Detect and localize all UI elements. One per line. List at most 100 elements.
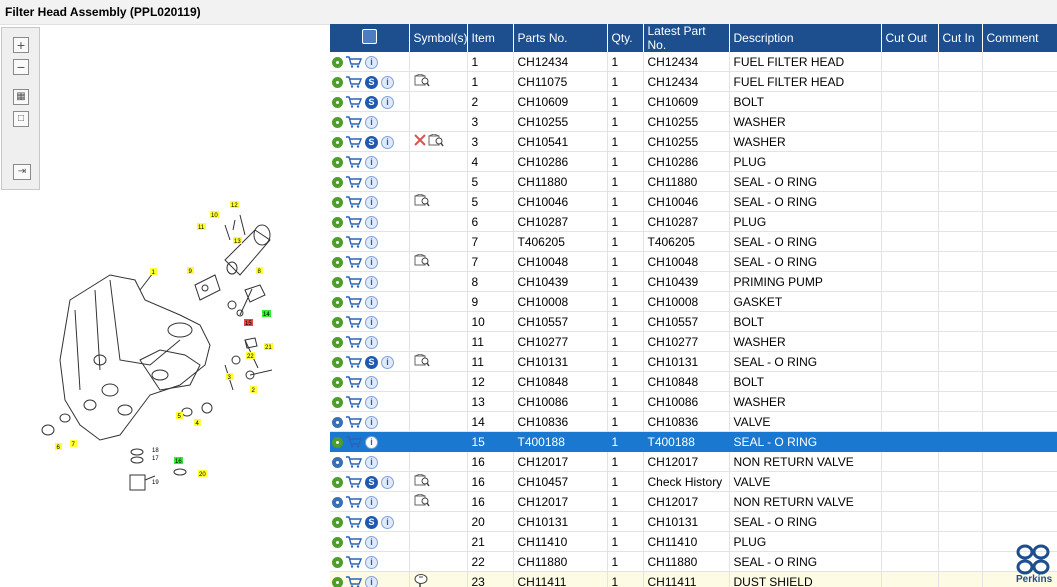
cart-icon[interactable]: [346, 416, 362, 428]
header-description[interactable]: Description: [729, 24, 882, 52]
supersession-icon[interactable]: S: [365, 475, 378, 489]
supersession-icon[interactable]: S: [365, 75, 378, 89]
supersession-icon[interactable]: S: [365, 135, 378, 149]
info-icon[interactable]: i: [365, 555, 378, 569]
gear-icon[interactable]: [332, 536, 343, 548]
gear-icon[interactable]: [332, 56, 343, 68]
info-icon[interactable]: i: [365, 115, 378, 129]
info-icon[interactable]: i: [381, 95, 394, 109]
header-cut-in[interactable]: Cut In: [938, 24, 983, 52]
cart-icon[interactable]: [346, 376, 362, 388]
info-icon[interactable]: i: [365, 415, 378, 429]
table-row[interactable]: i 16 CH12017 1 CH12017 NON RETURN VALVE: [330, 451, 1057, 472]
cart-icon[interactable]: [346, 556, 362, 568]
info-icon[interactable]: i: [365, 535, 378, 549]
cart-icon[interactable]: [346, 336, 362, 348]
gear-icon[interactable]: [332, 236, 343, 248]
gear-icon[interactable]: [332, 116, 343, 128]
supersession-icon[interactable]: S: [365, 515, 378, 529]
table-row[interactable]: i 5 CH10046 1 CH10046 SEAL - O RING: [330, 191, 1057, 212]
cart-icon[interactable]: [346, 396, 362, 408]
cart-icon[interactable]: [346, 236, 362, 248]
table-row[interactable]: i 13 CH10086 1 CH10086 WASHER: [330, 391, 1057, 412]
header-symbols[interactable]: Symbol(s): [409, 24, 468, 52]
cart-icon[interactable]: [346, 276, 362, 288]
reference-book-icon[interactable]: [414, 472, 430, 490]
info-icon[interactable]: i: [365, 335, 378, 349]
info-icon[interactable]: i: [365, 375, 378, 389]
info-icon[interactable]: i: [365, 275, 378, 289]
table-row[interactable]: i 11 CH10277 1 CH10277 WASHER: [330, 331, 1057, 352]
reference-book-icon[interactable]: [414, 352, 430, 370]
cart-icon[interactable]: [346, 576, 362, 587]
zoom-out-icon[interactable]: −: [13, 59, 29, 75]
gear-icon[interactable]: [332, 576, 343, 587]
info-icon[interactable]: i: [365, 235, 378, 249]
header-actions[interactable]: [330, 24, 410, 52]
gear-icon[interactable]: [332, 156, 343, 168]
cart-icon[interactable]: [346, 256, 362, 268]
header-latest-part-no[interactable]: Latest Part No.: [643, 24, 730, 52]
info-icon[interactable]: i: [365, 195, 378, 209]
table-row[interactable]: i 4 CH10286 1 CH10286 PLUG: [330, 151, 1057, 172]
gear-icon[interactable]: [332, 436, 343, 448]
table-row[interactable]: i 10 CH10557 1 CH10557 BOLT: [330, 311, 1057, 332]
column-chooser-icon[interactable]: [361, 29, 377, 44]
table-row[interactable]: i 14 CH10836 1 CH10836 VALVE: [330, 411, 1057, 432]
info-icon[interactable]: i: [365, 495, 378, 509]
gear-icon[interactable]: [332, 296, 343, 308]
supersession-icon[interactable]: S: [365, 355, 378, 369]
header-cut-out[interactable]: Cut Out: [881, 24, 939, 52]
exploded-diagram[interactable]: 1 2 3 4 5 6 7 8 9 10 11 12 13 14 15 18 1…: [40, 190, 290, 500]
gear-icon[interactable]: [332, 96, 343, 108]
obsolete-x-icon[interactable]: [413, 134, 426, 149]
info-icon[interactable]: i: [365, 255, 378, 269]
reference-book-icon[interactable]: [414, 492, 430, 510]
table-row[interactable]: i 5 CH11880 1 CH11880 SEAL - O RING: [330, 171, 1057, 192]
gear-icon[interactable]: [332, 476, 343, 488]
gear-icon[interactable]: [332, 376, 343, 388]
table-row[interactable]: i 15 T400188 1 T400188 SEAL - O RING: [330, 431, 1057, 452]
info-icon[interactable]: i: [365, 155, 378, 169]
reference-book-icon[interactable]: [414, 72, 430, 90]
gear-icon[interactable]: [332, 396, 343, 408]
cart-icon[interactable]: [346, 536, 362, 548]
cart-icon[interactable]: [346, 296, 362, 308]
gear-icon[interactable]: [332, 516, 343, 528]
info-icon[interactable]: i: [365, 215, 378, 229]
gear-icon[interactable]: [332, 136, 343, 148]
reference-book-icon[interactable]: [414, 252, 430, 270]
info-icon[interactable]: i: [365, 55, 378, 69]
header-parts-no[interactable]: Parts No.: [513, 24, 608, 52]
info-icon[interactable]: i: [381, 135, 394, 149]
fit-window-icon[interactable]: □: [13, 111, 29, 127]
cart-icon[interactable]: [346, 356, 362, 368]
table-row[interactable]: i 23 CH11411 1 CH11411 DUST SHIELD: [330, 571, 1057, 587]
cart-icon[interactable]: [346, 156, 362, 168]
info-icon[interactable]: i: [381, 355, 394, 369]
info-icon[interactable]: i: [365, 395, 378, 409]
cart-icon[interactable]: [346, 456, 362, 468]
cart-icon[interactable]: [346, 496, 362, 508]
info-icon[interactable]: i: [365, 295, 378, 309]
cart-icon[interactable]: [346, 436, 362, 448]
table-row[interactable]: i 1 CH12434 1 CH12434 FUEL FILTER HEAD: [330, 52, 1057, 72]
table-row[interactable]: i 12 CH10848 1 CH10848 BOLT: [330, 371, 1057, 392]
table-row[interactable]: i 6 CH10287 1 CH10287 PLUG: [330, 211, 1057, 232]
header-qty[interactable]: Qty.: [607, 24, 644, 52]
cart-icon[interactable]: [346, 196, 362, 208]
table-row[interactable]: i 21 CH11410 1 CH11410 PLUG: [330, 531, 1057, 552]
gear-icon[interactable]: [332, 336, 343, 348]
info-icon[interactable]: i: [381, 515, 394, 529]
gear-icon[interactable]: [332, 196, 343, 208]
fit-all-icon[interactable]: ▦: [13, 89, 29, 105]
header-item[interactable]: Item: [467, 24, 514, 52]
cart-icon[interactable]: [346, 316, 362, 328]
header-comment[interactable]: Comment: [982, 24, 1057, 52]
supersession-icon[interactable]: S: [365, 95, 378, 109]
reference-book-icon[interactable]: [414, 192, 430, 210]
